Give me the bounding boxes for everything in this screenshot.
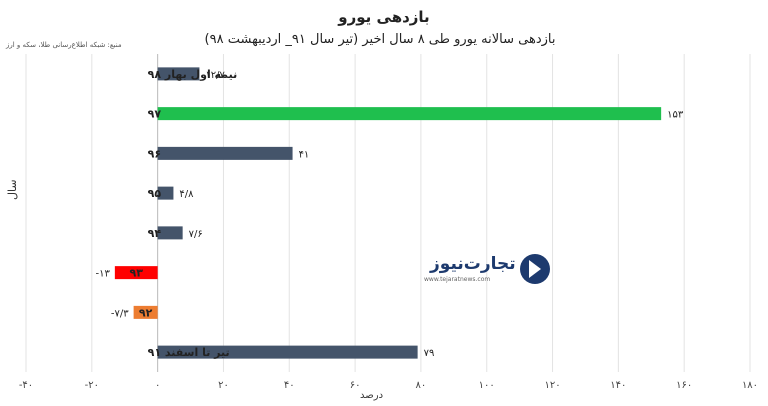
value-label-4: ۷/۶ — [189, 229, 203, 240]
x-tick-label-8: ۱۲۰ — [544, 380, 560, 391]
x-tick-label-7: ۱۰۰ — [479, 380, 495, 391]
value-label-6: -۷/۳ — [111, 308, 129, 319]
bar-3 — [157, 186, 174, 200]
watermark-url: www.tejaratnews.com — [424, 276, 491, 283]
chart-title: بازدهی یورو — [338, 8, 430, 26]
x-tick-label-11: ۱۸۰ — [742, 380, 758, 391]
x-axis-label: درصد — [360, 390, 384, 401]
tejarat-logo-icon — [520, 254, 550, 284]
chart-subtitle: بازدهی سالانه یورو طی ۸ سال اخیر (تیر سا… — [204, 32, 556, 47]
bar-1 — [157, 107, 662, 121]
value-label-1: ۱۵۳ — [667, 110, 684, 121]
category-label-0: نیمه اول بهار ۹۸ — [148, 68, 238, 81]
category-label-3: ۹۵ — [148, 187, 162, 200]
x-tick-label-4: ۴۰ — [284, 380, 295, 391]
bar-7 — [157, 345, 418, 359]
x-tick-label-10: ۱۶۰ — [676, 380, 692, 391]
source-note: منبع: شبکه اطلاع‌رسانی طلا، سکه و ارز — [6, 41, 122, 49]
category-label-6: ۹۲ — [139, 306, 153, 319]
category-label-1: ۹۷ — [148, 108, 162, 121]
value-label-3: ۴/۸ — [179, 189, 194, 200]
category-label-2: ۹۶ — [148, 147, 161, 160]
x-tick-label-3: ۲۰ — [218, 380, 229, 391]
watermark-logo: تجارت‌نیوز www.tejaratnews.com — [420, 252, 550, 288]
category-label-7: تیر تا اسفند ۹۱ — [148, 346, 230, 359]
value-label-5: -۱۳ — [95, 269, 110, 280]
bar-6 — [133, 305, 158, 319]
bar-2 — [157, 146, 293, 160]
bar-0 — [157, 67, 200, 81]
x-tick-label-0: -۴۰ — [19, 380, 33, 391]
x-tick-label-2: ۰ — [155, 380, 160, 391]
x-tick-label-5: ۶۰ — [350, 380, 361, 391]
x-tick-label-6: ۸۰ — [416, 380, 427, 391]
x-tick-label-1: -۲۰ — [85, 380, 99, 391]
value-label-0: ۱۲/۷ — [205, 70, 225, 81]
bar-4 — [157, 226, 183, 240]
category-label-5: ۹۳ — [130, 267, 144, 280]
watermark-brand: تجارت‌نیوز — [430, 254, 516, 274]
x-tick-label-9: ۱۴۰ — [610, 380, 626, 391]
value-label-7: ۷۹ — [424, 348, 435, 359]
bar-5 — [114, 266, 158, 280]
value-label-2: ۴۱ — [299, 149, 310, 160]
category-label-4: ۹۴ — [148, 227, 162, 240]
